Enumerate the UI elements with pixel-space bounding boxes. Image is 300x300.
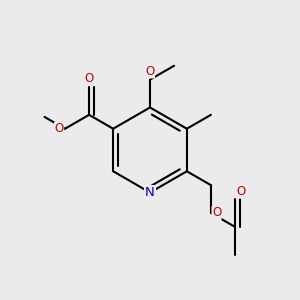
Text: O: O — [54, 122, 64, 135]
Text: O: O — [212, 206, 221, 220]
Text: O: O — [146, 65, 154, 78]
Text: O: O — [85, 72, 94, 86]
Text: N: N — [145, 186, 155, 199]
Text: N: N — [145, 186, 155, 199]
Text: O: O — [236, 185, 245, 198]
